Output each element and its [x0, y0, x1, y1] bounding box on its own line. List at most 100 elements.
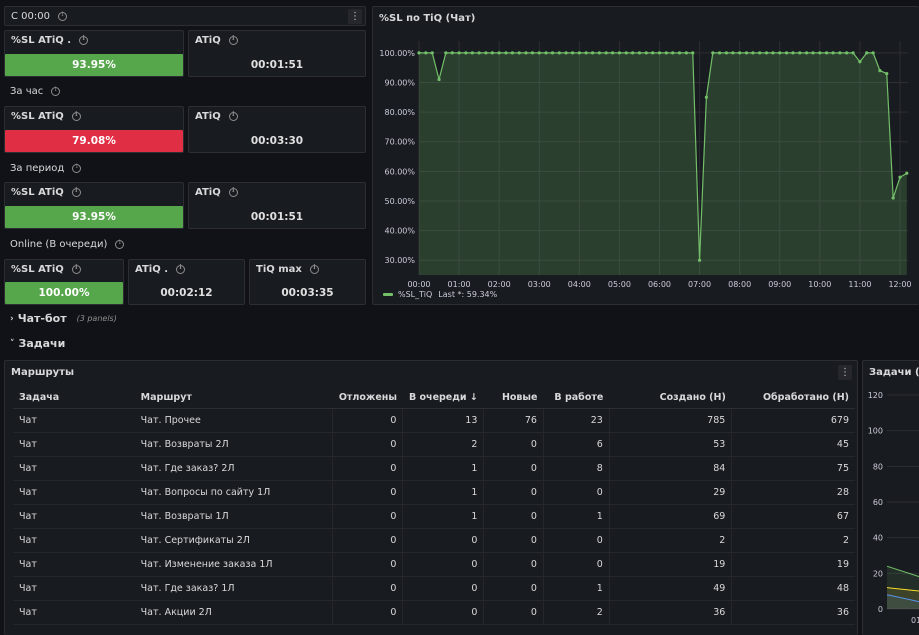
info-icon[interactable]: [71, 111, 81, 121]
col-header-sorted[interactable]: В очереди ↓: [402, 387, 484, 409]
info-icon[interactable]: [228, 111, 238, 121]
stat-o-atiq[interactable]: ATiQ . 00:02:12: [128, 259, 245, 305]
row-c-header: С 00:00 ⋮: [4, 6, 366, 26]
data-point: [704, 95, 708, 99]
sl-chart-panel[interactable]: %SL по TiQ (Чат) 100.00% 90.00% 80.00% 70.0…: [372, 6, 919, 305]
x-tick-label: 08:00: [728, 280, 751, 289]
row-c-title: С 00:00: [11, 11, 50, 22]
info-icon[interactable]: [51, 86, 61, 96]
tasks-chart: 120 100 80 60 40 20 0 01:: [868, 391, 919, 625]
info-icon[interactable]: [228, 35, 238, 45]
stat-p-atiq[interactable]: ATiQ 00:01:51: [188, 182, 366, 229]
table-cell: Чат: [13, 408, 135, 433]
row-online-title: Online (В очереди): [10, 239, 108, 250]
data-point: [504, 51, 508, 55]
data-point: [778, 51, 782, 55]
table-cell: 19: [608, 552, 732, 577]
info-icon[interactable]: [57, 11, 67, 21]
data-point: [557, 51, 561, 55]
info-icon[interactable]: [309, 264, 319, 274]
table-cell: Чат: [13, 552, 135, 577]
info-icon[interactable]: [79, 35, 89, 45]
row-chatbot[interactable]: › Чат-бот (3 panels): [10, 312, 117, 325]
data-point: [811, 51, 815, 55]
table-row[interactable]: Чат Чат. Вопросы по сайту 1Л 0 1 0 0 29 28: [13, 480, 855, 505]
data-point: [597, 51, 601, 55]
col-header[interactable]: В работе: [543, 387, 610, 409]
tasks-chart-panel[interactable]: Задачи (Ча 120 100 80 60 40 20 0 01:: [862, 360, 919, 635]
stat-h-sl[interactable]: %SL ATiQ 79.08%: [4, 106, 184, 153]
row-online-header: Online (В очереди): [10, 239, 125, 250]
data-point: [457, 51, 461, 55]
info-icon[interactable]: [228, 187, 238, 197]
panel-menu-icon[interactable]: ⋮: [838, 365, 852, 380]
table-row[interactable]: Чат Чат. Возвраты 2Л 0 2 0 6 53 45: [13, 432, 855, 457]
info-icon[interactable]: [115, 239, 125, 249]
col-header[interactable]: Отложены: [332, 387, 403, 409]
col-header[interactable]: Обработано (Н): [731, 387, 855, 409]
table-cell: Чат. Прочее: [134, 408, 333, 433]
table-row[interactable]: Чат Чат. Где заказ? 2Л 0 1 0 8 84 75: [13, 456, 855, 481]
y-tick-label: 50.00%: [384, 197, 415, 206]
stat-value: 00:01:51: [250, 59, 304, 71]
table-cell: 8: [542, 456, 610, 481]
data-point: [891, 196, 895, 200]
table-cell: Чат. Сертификаты 2Л: [134, 528, 333, 553]
info-icon[interactable]: [71, 264, 81, 274]
table-row[interactable]: Чат Чат. Возвраты 1Л 0 1 0 1 69 67: [13, 504, 855, 529]
row-chatbot-count: (3 panels): [76, 314, 117, 323]
row-tasks[interactable]: ˅ Задачи: [10, 337, 65, 350]
table-cell: 2: [542, 600, 610, 625]
col-header[interactable]: Маршрут: [134, 387, 333, 409]
legend-series-name[interactable]: %SL_TiQ: [398, 290, 433, 299]
table-cell: 679: [731, 408, 855, 433]
table-row[interactable]: Чат Чат. Где заказ? 1Л 0 0 0 1 49 48: [13, 576, 855, 601]
stat-p-sl[interactable]: %SL ATiQ 93.95%: [4, 182, 184, 229]
table-row[interactable]: Чат Чат. Сертификаты 2Л 0 0 0 0 2 2: [13, 528, 855, 553]
table-row[interactable]: Чат Чат. Изменение заказа 1Л 0 0 0 0 19 19: [13, 552, 855, 577]
table-cell: 48: [731, 576, 855, 601]
y-tick-label: 20: [873, 569, 883, 578]
table-cell: Чат. Где заказ? 1Л: [134, 576, 333, 601]
stat-title: %SL ATiQ .: [11, 35, 72, 46]
stat-c-sl[interactable]: %SL ATiQ . 93.95%: [4, 30, 184, 77]
table-row[interactable]: Чат Чат. Акции 2Л 0 0 0 2 36 36: [13, 600, 855, 625]
table-cell: Чат. Изменение заказа 1Л: [134, 552, 333, 577]
table-cell: 0: [402, 528, 484, 553]
data-point: [604, 51, 608, 55]
sl-chart-legend: %SL_TiQ Last *: 59.34%: [383, 290, 497, 299]
table-cell: 53: [608, 432, 732, 457]
info-icon[interactable]: [71, 187, 81, 197]
table-cell: 76: [483, 408, 544, 433]
table-cell: 2: [731, 528, 855, 553]
data-point: [851, 51, 855, 55]
info-icon[interactable]: [176, 264, 185, 274]
panel-menu-icon[interactable]: ⋮: [348, 9, 362, 24]
data-point: [677, 51, 682, 55]
table-cell: 67: [731, 504, 855, 529]
col-header[interactable]: Задача: [13, 387, 135, 409]
info-icon[interactable]: [72, 163, 82, 173]
y-tick-label: 100.00%: [379, 49, 415, 58]
col-header[interactable]: Создано (Н): [609, 387, 732, 409]
data-point: [550, 51, 555, 55]
stat-title: %SL ATiQ: [11, 264, 64, 275]
routes-panel[interactable]: Маршруты ⋮ Задача Маршрут Отложены В оче…: [4, 360, 858, 635]
stat-o-max[interactable]: TiQ max 00:03:35: [249, 259, 366, 305]
table-cell: 1: [402, 504, 484, 529]
table-cell: 29: [608, 480, 732, 505]
data-point: [898, 175, 902, 179]
col-header-label: В очереди: [408, 391, 467, 403]
table-row[interactable]: Чат Чат. Прочее 0 13 76 23 785 679: [13, 408, 855, 433]
data-point: [885, 71, 889, 76]
data-point: [524, 51, 528, 55]
data-point: [784, 51, 789, 55]
stat-h-atiq[interactable]: ATiQ 00:03:30: [188, 106, 366, 153]
col-header[interactable]: Новые: [483, 387, 544, 409]
stat-c-atiq[interactable]: ATiQ 00:01:51: [188, 30, 366, 77]
stat-value: 00:02:12: [160, 287, 213, 299]
table-cell: 0: [542, 480, 610, 505]
table-cell: Чат: [13, 456, 135, 481]
stat-o-sl[interactable]: %SL ATiQ 100.00%: [4, 259, 124, 305]
data-point: [758, 51, 762, 55]
